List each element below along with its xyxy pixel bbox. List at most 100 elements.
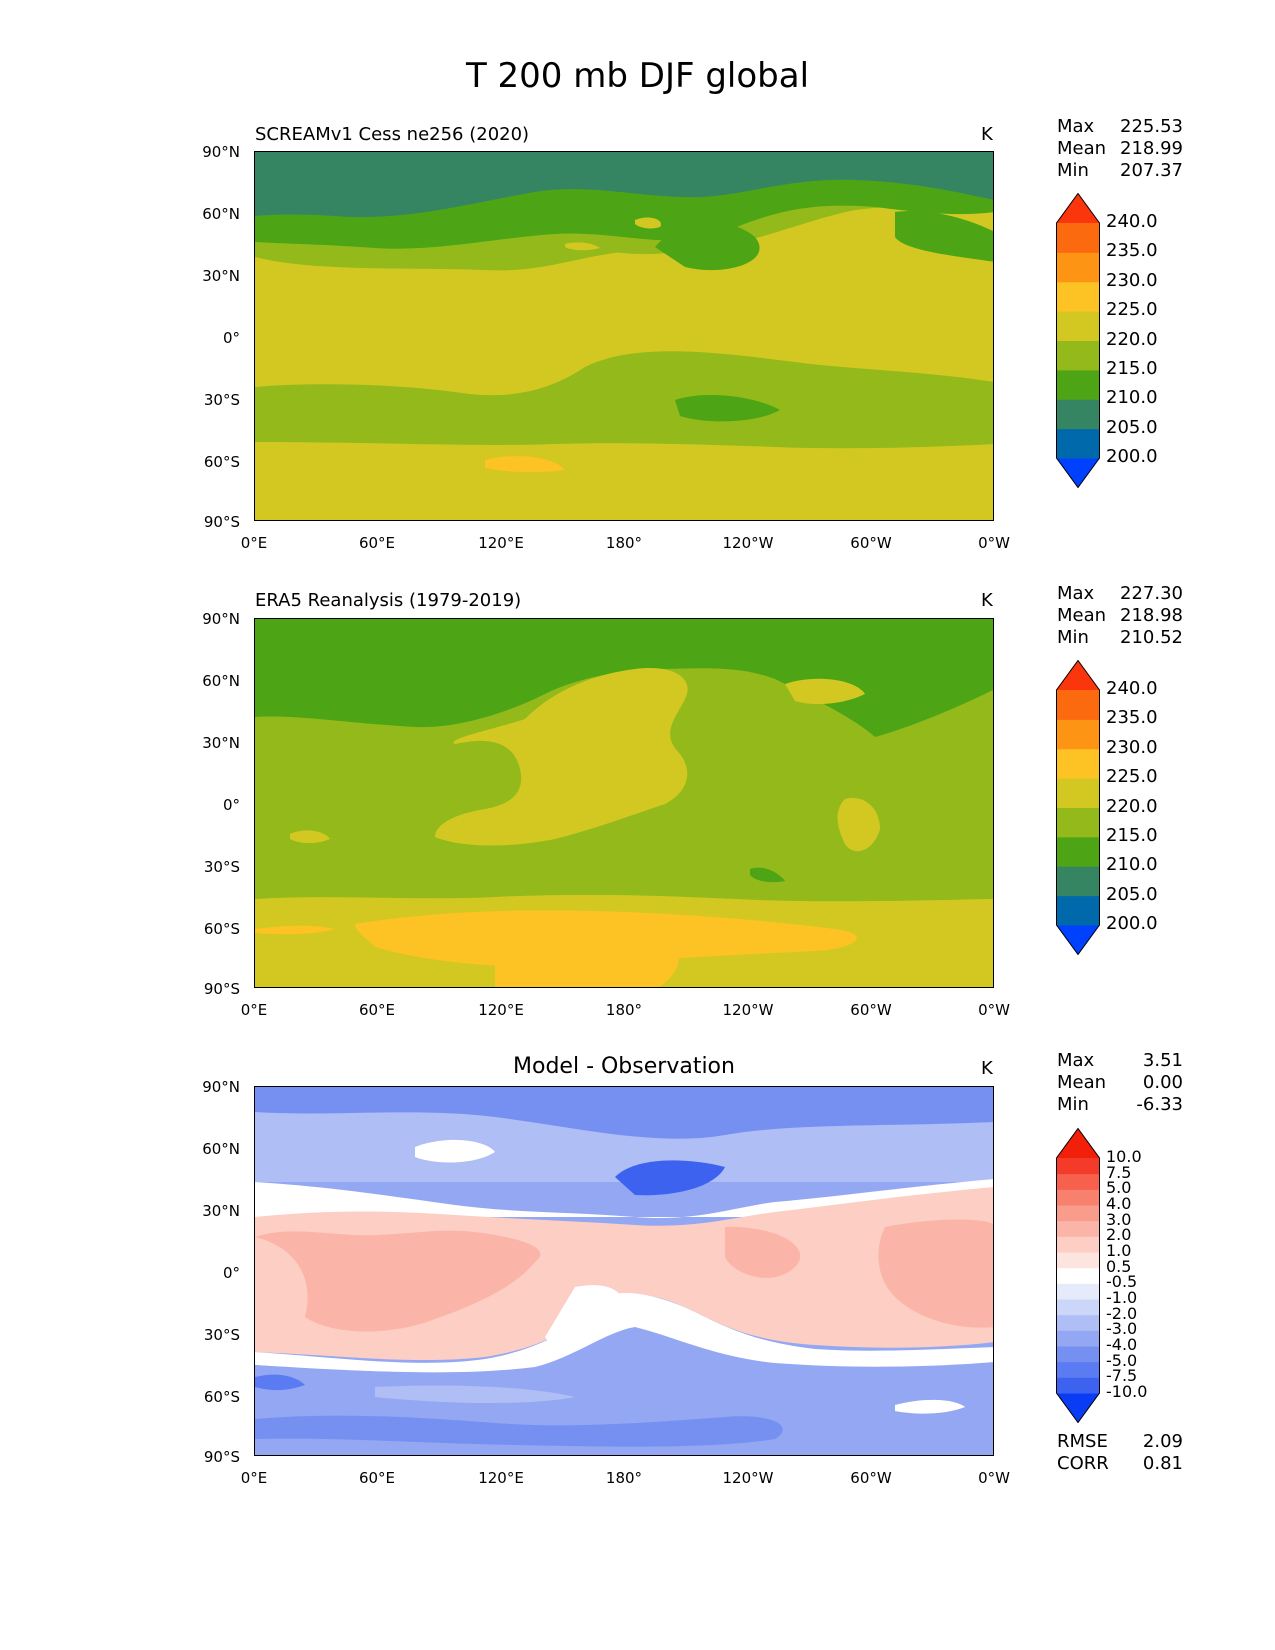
stat-mean-value: 218.99 (1120, 138, 1183, 159)
lon-tick-label: 180° (605, 1001, 643, 1019)
colorbar-outline (1056, 193, 1100, 488)
stat-label: Mean (1057, 138, 1107, 159)
colorbar-tick-label: 240.0 (1106, 678, 1158, 699)
colorbar-tick-label: 200.0 (1106, 446, 1158, 467)
panel-1-colorbar (1056, 193, 1100, 488)
colorbar-tick-label: 235.0 (1106, 707, 1158, 729)
colorbar-tick-label: 200.0 (1106, 913, 1158, 934)
stat-label: Mean (1057, 1072, 1107, 1093)
corr-value: 0.81 (1142, 1453, 1183, 1474)
lon-tick-label: 120°W (722, 1469, 774, 1487)
colorbar-segment (1056, 866, 1100, 897)
lat-tick-label: 90°N (202, 610, 240, 628)
lon-tick-label: 60°E (358, 1001, 396, 1019)
lat-tick-label: 60°S (203, 920, 240, 938)
colorbar-extend-min (1056, 458, 1100, 488)
panel-2-units: K (981, 590, 993, 611)
colorbar-tick-label: 210.0 (1106, 854, 1158, 876)
stat-min-value: 210.52 (1120, 627, 1183, 648)
colorbar-segment (1056, 836, 1100, 867)
colorbar-segment (1056, 311, 1100, 341)
colorbar-extend-max (1056, 193, 1100, 223)
stat-label: Max (1057, 583, 1095, 604)
colorbar-segment (1056, 1267, 1100, 1284)
lon-tick-label: 0°W (978, 534, 1010, 552)
panel-3-stats: Max 3.51 Mean 0.00 Min -6.33 (1057, 1050, 1183, 1116)
colorbar-segment (1056, 1220, 1100, 1237)
colorbar-segment (1056, 1158, 1100, 1175)
stat-min-value: -6.33 (1136, 1094, 1183, 1115)
colorbar-tick-label: 205.0 (1106, 883, 1158, 905)
colorbar-segment (1056, 252, 1100, 283)
panel-2-title: ERA5 Reanalysis (1979-2019) (255, 590, 522, 611)
lat-tick-label: 60°N (202, 205, 240, 223)
lat-tick-label: 30°S (203, 1326, 240, 1344)
score-label: RMSE (1057, 1431, 1108, 1452)
stat-min-value: 207.37 (1120, 160, 1183, 181)
lat-tick-label: 60°S (203, 1388, 240, 1406)
colorbar-tick-label: 215.0 (1106, 357, 1158, 379)
colorbar-segment (1056, 428, 1100, 459)
colorbar-outline (1056, 1128, 1100, 1423)
colorbar-tick-label: 235.0 (1106, 240, 1158, 262)
lat-tick-label: 90°N (202, 1078, 240, 1096)
lon-tick-label: 120°E (478, 534, 524, 552)
panel-3-scores: RMSE 2.09 CORR 0.81 (1057, 1431, 1183, 1475)
panel-1-title: SCREAMv1 Cess ne256 (2020) (255, 124, 530, 145)
colorbar-segment (1056, 1377, 1100, 1394)
lat-tick-label: 0° (222, 329, 240, 347)
figure-title: T 200 mb DJF global (465, 56, 810, 96)
stat-label: Mean (1057, 605, 1107, 626)
colorbar-tick-label: 230.0 (1106, 269, 1158, 291)
panel-1-contour-field (255, 152, 993, 520)
colorbar-tick-label: -1.0 (1106, 1288, 1138, 1307)
lon-tick-label: 120°W (722, 534, 774, 552)
colorbar-tick-label: 230.0 (1106, 736, 1158, 758)
colorbar-segment (1056, 895, 1100, 926)
lat-tick-label: 30°N (202, 734, 240, 752)
lon-tick-label: 120°E (478, 1001, 524, 1019)
lat-tick-label: 30°S (203, 391, 240, 409)
colorbar-extend-max (1056, 660, 1100, 690)
panel-3-map (254, 1086, 994, 1456)
lat-tick-label: 90°S (203, 980, 240, 998)
colorbar-tick-label: -4.0 (1106, 1335, 1138, 1354)
score-label: CORR (1057, 1453, 1109, 1474)
panel-1-units: K (981, 124, 993, 145)
colorbar-segment (1056, 1189, 1100, 1206)
colorbar-segment (1056, 1330, 1100, 1347)
panel-3-colorbar (1056, 1128, 1100, 1423)
colorbar-segment (1056, 1236, 1100, 1253)
colorbar-tick-label: 225.0 (1106, 299, 1158, 321)
lon-tick-label: 120°W (722, 1001, 774, 1019)
lon-tick-label: 0°W (978, 1001, 1010, 1019)
panel-3-units: K (981, 1058, 993, 1079)
colorbar-tick-label: -3.0 (1106, 1319, 1138, 1339)
lon-tick-label: 60°E (358, 534, 396, 552)
stat-max-value: 3.51 (1142, 1050, 1183, 1071)
colorbar-tick-label: 220.0 (1106, 328, 1158, 350)
stat-label: Min (1057, 627, 1089, 648)
rmse-value: 2.09 (1142, 1431, 1183, 1452)
lat-tick-label: 60°N (202, 672, 240, 690)
lat-tick-label: 90°S (203, 1448, 240, 1466)
stat-label: Min (1057, 160, 1089, 181)
lon-tick-label: 60°W (850, 1469, 892, 1487)
colorbar-segment (1056, 1252, 1100, 1269)
lat-tick-label: 60°N (202, 1140, 240, 1158)
stat-mean-value: 0.00 (1142, 1072, 1183, 1093)
lat-tick-label: 0° (222, 796, 240, 814)
lon-tick-label: 0°E (240, 1001, 268, 1019)
colorbar-tick-label: 5.0 (1106, 1178, 1132, 1198)
colorbar-segment (1056, 1205, 1100, 1222)
colorbar-segment (1056, 369, 1100, 400)
colorbar-extend-min (1056, 925, 1100, 955)
colorbar-segment (1056, 223, 1100, 253)
panel-2-stats: Max 227.30 Mean 218.98 Min 210.52 (1057, 583, 1183, 649)
lat-tick-label: 30°N (202, 1202, 240, 1220)
colorbar-extend-max (1056, 1128, 1100, 1158)
colorbar-segment (1056, 1299, 1100, 1316)
colorbar-segment (1056, 807, 1100, 838)
colorbar-segment (1056, 1346, 1100, 1363)
panel-1-map (254, 151, 994, 521)
